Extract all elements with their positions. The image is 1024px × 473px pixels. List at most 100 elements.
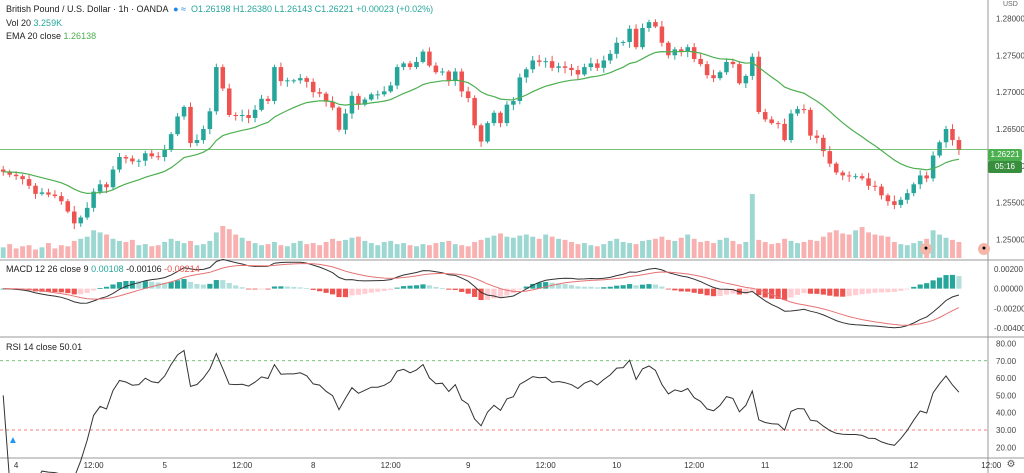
volume-bar — [911, 243, 917, 258]
macd-hist-bar — [904, 288, 910, 290]
macd-hist-bar — [523, 286, 529, 289]
volume-bar — [84, 236, 90, 258]
candle-body — [65, 201, 71, 212]
vol-legend[interactable]: Vol 20 3.259K — [6, 18, 62, 28]
volume-bar — [795, 243, 800, 258]
candle-body — [291, 80, 297, 82]
currency-label[interactable]: USD — [1003, 1, 1018, 8]
candle-body — [104, 184, 109, 188]
macd-hist-bar — [304, 288, 310, 290]
macd-hist-bar — [149, 281, 155, 289]
volume-bar — [343, 239, 348, 258]
volume-bar — [840, 233, 846, 258]
candle-body — [310, 81, 316, 93]
macd-line — [3, 258, 960, 329]
candle-body — [769, 119, 774, 124]
candle-body — [20, 176, 25, 180]
volume-bar — [904, 245, 910, 258]
macd-tick-label: -0.00200 — [994, 304, 1024, 313]
macd-hist-bar — [329, 288, 336, 295]
volume-bar — [129, 239, 135, 258]
volume-bar — [414, 246, 419, 258]
time-tick-label: 12:00 — [981, 461, 1002, 470]
candle-body — [110, 169, 116, 188]
macd-hist-bar — [943, 275, 949, 289]
candle-body — [756, 56, 762, 113]
macd-hist-bar — [872, 288, 878, 293]
rsi-legend[interactable]: RSI 14 close 50.01 — [6, 342, 82, 352]
candle-body — [536, 60, 542, 62]
ema-legend[interactable]: EMA 20 close 1.26138 — [6, 31, 96, 41]
volume-bar — [543, 234, 549, 258]
macd-hist-bar — [704, 288, 710, 296]
macd-hist-bar — [769, 288, 775, 299]
volume-bar — [930, 230, 936, 258]
candle-body — [259, 98, 264, 110]
macd-value-3: -0.00214 — [164, 264, 200, 274]
macd-hist-bar — [162, 282, 168, 289]
volume-bar — [691, 238, 697, 258]
volume-bar — [426, 245, 432, 258]
event-flag-icon[interactable]: ● — [978, 243, 990, 255]
volume-bar — [233, 234, 239, 258]
candle-body — [885, 195, 891, 202]
macd-hist-bar — [413, 285, 420, 289]
macd-hist-bar — [575, 286, 581, 289]
volume-bar — [530, 236, 536, 258]
volume-bar — [271, 242, 277, 258]
symbol-header[interactable]: British Pound / U.S. Dollar · 1h · OANDA… — [6, 4, 433, 14]
macd-hist-bar — [627, 284, 633, 289]
candle-body — [285, 80, 290, 82]
volume-bar — [588, 245, 594, 258]
macd-hist-bar — [284, 286, 290, 289]
rsi-tick-label: 60.00 — [996, 374, 1017, 383]
macd-hist-bar — [652, 284, 659, 289]
vol-value: 3.259K — [33, 18, 63, 28]
logo-icon[interactable]: ▲ — [8, 435, 18, 446]
macd-hist-bar — [665, 288, 671, 290]
volume-bar — [0, 247, 6, 258]
macd-hist-bar — [297, 287, 303, 289]
candle-body — [846, 175, 852, 177]
countdown-tag: 05:16 — [988, 161, 1022, 173]
compare-icon[interactable]: ● ≈ — [170, 4, 189, 14]
candle-body — [827, 151, 833, 164]
candle-body — [394, 67, 400, 86]
candle-body — [762, 112, 768, 120]
volume-bar — [355, 236, 361, 258]
macd-hist-bar — [807, 288, 814, 294]
macd-hist-bar — [375, 288, 381, 292]
volume-bar — [859, 227, 865, 258]
volume-bar — [556, 238, 562, 258]
volume-bar — [136, 245, 142, 258]
macd-hist-bar — [581, 286, 587, 289]
dividend-flag-icon[interactable]: ● — [920, 243, 932, 255]
macd-legend[interactable]: MACD 12 26 close 9 0.00108 -0.00106 -0.0… — [6, 264, 200, 274]
macd-hist-bar — [252, 288, 258, 290]
candle-body — [795, 109, 800, 114]
volume-bar — [807, 239, 813, 258]
candle-body — [905, 193, 910, 200]
candle-body — [252, 109, 258, 118]
candle-body — [465, 91, 471, 99]
candle-body — [97, 184, 103, 192]
macd-hist-bar — [155, 282, 161, 289]
candle-body — [13, 174, 19, 177]
volume-bar — [485, 237, 490, 258]
candle-body — [704, 64, 710, 76]
volume-bar — [678, 237, 684, 258]
volume-bar — [26, 245, 32, 258]
candles — [0, 19, 962, 230]
macd-hist-bar — [491, 288, 497, 299]
macd-hist-bar — [271, 286, 278, 289]
volume-bar — [33, 249, 38, 258]
macd-hist-bar — [123, 280, 129, 289]
macd-hist-bar — [200, 284, 206, 289]
candle-body — [943, 129, 949, 143]
macd-hist-bar — [103, 286, 110, 289]
volume-bar — [724, 237, 729, 258]
candle-body — [646, 22, 652, 29]
settings-gear-icon[interactable]: ⚙ — [1006, 459, 1016, 470]
macd-hist-bar — [620, 285, 626, 289]
